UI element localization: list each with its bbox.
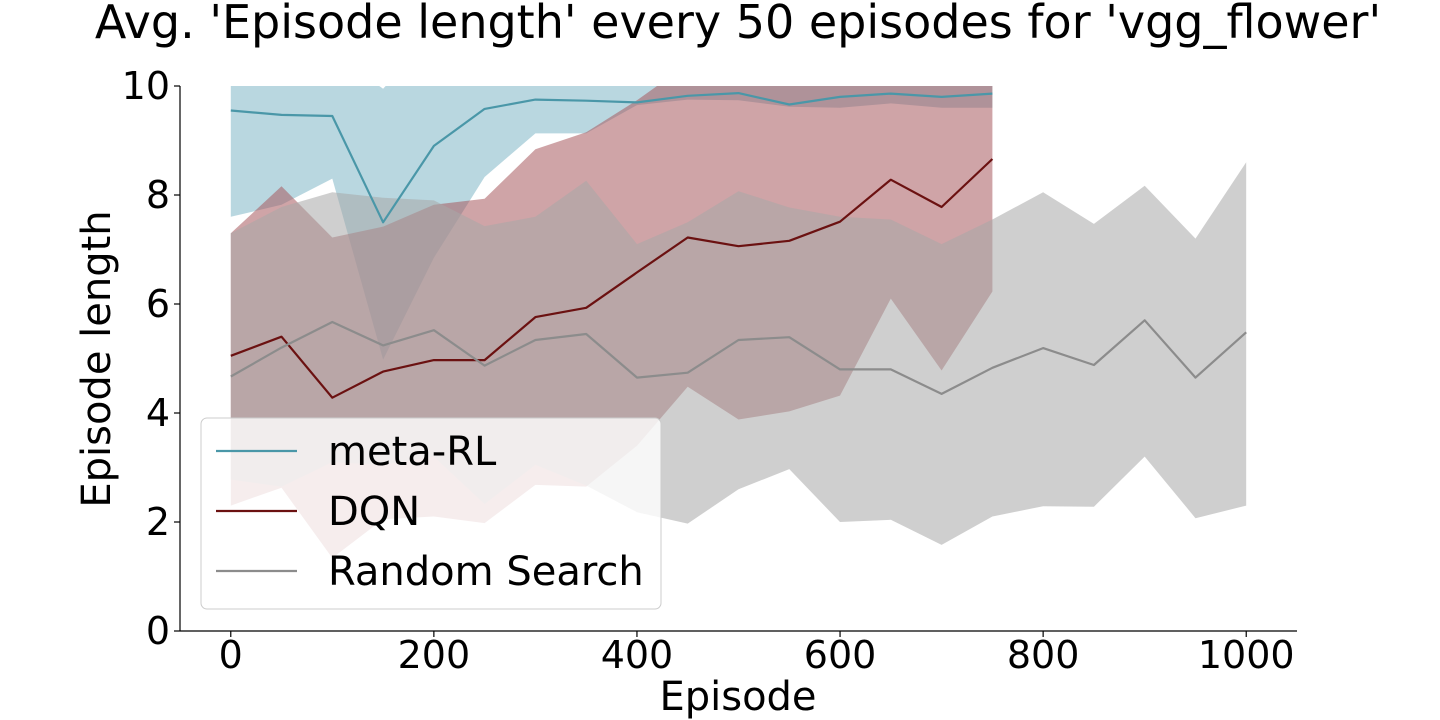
y-tick-label-4: 4 (146, 391, 170, 435)
x-axis-label: Episode (659, 674, 816, 720)
x-tick-label-200: 200 (398, 633, 471, 677)
legend-label-dqn: DQN (328, 489, 420, 535)
legend-box (200, 417, 662, 610)
legend: meta-RL DQN Random Search (200, 417, 662, 610)
dqn-line (230, 158, 994, 399)
x-tick-label-0: 0 (219, 633, 243, 677)
legend-label-meta-rl: meta-RL (328, 429, 497, 475)
x-tick-label-1000: 1000 (1198, 633, 1295, 677)
x-tick-label-600: 600 (804, 633, 877, 677)
x-tick-label-400: 400 (601, 633, 674, 677)
y-tick-label-10: 10 (122, 64, 170, 108)
y-tick-label-8: 8 (146, 173, 170, 217)
legend-label-random-search: Random Search (328, 549, 644, 595)
chart-title: Avg. 'Episode length' every 50 episodes … (95, 0, 1381, 49)
meta-rl-line (230, 91, 993, 224)
y-tick-label-6: 6 (146, 282, 170, 326)
meta-rl-confidence-band (230, 86, 993, 360)
y-tick-label-2: 2 (146, 500, 170, 544)
random-search-line (230, 319, 1247, 395)
x-tick-label-800: 800 (1007, 633, 1080, 677)
y-axis-label: Episode length (74, 210, 120, 507)
y-tick-label-0: 0 (146, 609, 170, 653)
